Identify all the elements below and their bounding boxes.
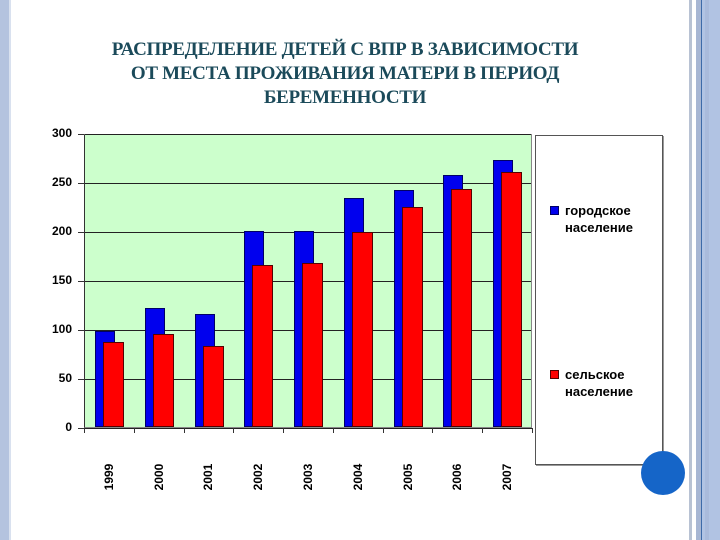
y-tick-label: 300 <box>51 126 72 140</box>
x-tick-label: 1999 <box>101 463 116 491</box>
y-tick-mark <box>78 428 84 429</box>
gridline <box>85 134 531 135</box>
bar-rural-2003 <box>302 263 324 427</box>
y-tick-label: 250 <box>51 175 72 189</box>
legend-swatch-urban-icon <box>550 206 559 215</box>
bar-rural-2006 <box>451 188 473 427</box>
x-tick-label: 2005 <box>400 463 415 491</box>
x-tick-mark <box>233 428 235 433</box>
x-axis-line <box>84 428 533 429</box>
title-line-1: РАСПРЕДЕЛЕНИЕ ДЕТЕЙ С ВПР В ЗАВИСИМОСТИ <box>111 39 579 60</box>
x-tick-mark <box>283 428 285 433</box>
x-tick-mark <box>84 428 85 433</box>
bar-rural-2002 <box>252 265 274 427</box>
legend-item-rural: сельское население <box>550 366 633 400</box>
y-tick-label: 200 <box>51 224 72 238</box>
slide-frame-right-line <box>689 0 692 540</box>
plot-area <box>84 134 532 428</box>
y-tick-label: 100 <box>51 322 72 336</box>
x-tick-label: 2001 <box>201 463 216 491</box>
x-tick-mark <box>482 428 484 433</box>
y-tick-mark <box>78 183 84 184</box>
x-tick-label: 2006 <box>450 463 465 491</box>
y-tick-label: 50 <box>58 371 72 385</box>
bar-rural-2007 <box>501 172 523 427</box>
slide-frame-left-line <box>9 0 11 540</box>
y-tick-mark <box>78 134 84 135</box>
slide-frame-right-band-stripe <box>705 0 709 540</box>
bar-rural-2005 <box>401 206 423 427</box>
bar-rural-1999 <box>103 341 124 427</box>
x-tick-label: 2003 <box>301 463 315 491</box>
x-tick-label: 2000 <box>151 463 166 491</box>
x-tick-mark <box>432 428 434 433</box>
legend-label-rural-line1: сельское <box>565 367 625 382</box>
slide-frame-right-band-inner <box>696 0 701 540</box>
slide-frame-right-dark-line <box>701 0 702 540</box>
x-tick-mark <box>532 428 533 433</box>
x-tick-mark <box>183 428 185 433</box>
bar-rural-2000 <box>152 333 174 427</box>
legend-item-urban: городское население <box>550 202 633 236</box>
legend-label-urban-line2: население <box>565 220 633 235</box>
y-tick-label: 150 <box>51 273 72 287</box>
title-line-2: ОТ МЕСТА ПРОЖИВАНИЯ МАТЕРИ В ПЕРИОД <box>130 63 560 84</box>
bar-rural-2001 <box>202 345 224 427</box>
chart-legend: городское население сельское население <box>535 135 663 465</box>
x-tick-mark <box>382 428 384 433</box>
x-tick-label: 2007 <box>500 463 515 491</box>
x-tick-mark <box>332 428 334 433</box>
y-tick-mark <box>78 379 84 380</box>
bar-rural-2004 <box>351 231 373 427</box>
title-line-3: БЕРЕМЕННОСТИ <box>263 87 427 108</box>
legend-label-urban-line1: городское <box>565 203 631 218</box>
x-tick-mark <box>133 428 135 433</box>
y-tick-mark <box>78 232 84 233</box>
decorative-circle-icon <box>641 451 685 495</box>
x-tick-label: 2004 <box>350 463 365 491</box>
slide-title: РАСПРЕДЕЛЕНИЕ ДЕТЕЙ С ВПР В ЗАВИСИМОСТИ … <box>20 38 670 110</box>
y-tick-mark <box>78 330 84 331</box>
legend-label-rural-line2: население <box>565 384 633 399</box>
y-tick-mark <box>78 281 84 282</box>
legend-swatch-rural-icon <box>550 370 559 379</box>
slide-frame-left <box>0 0 9 540</box>
y-tick-label: 0 <box>65 420 72 434</box>
x-tick-label: 2002 <box>251 463 266 491</box>
gridline <box>85 183 531 184</box>
